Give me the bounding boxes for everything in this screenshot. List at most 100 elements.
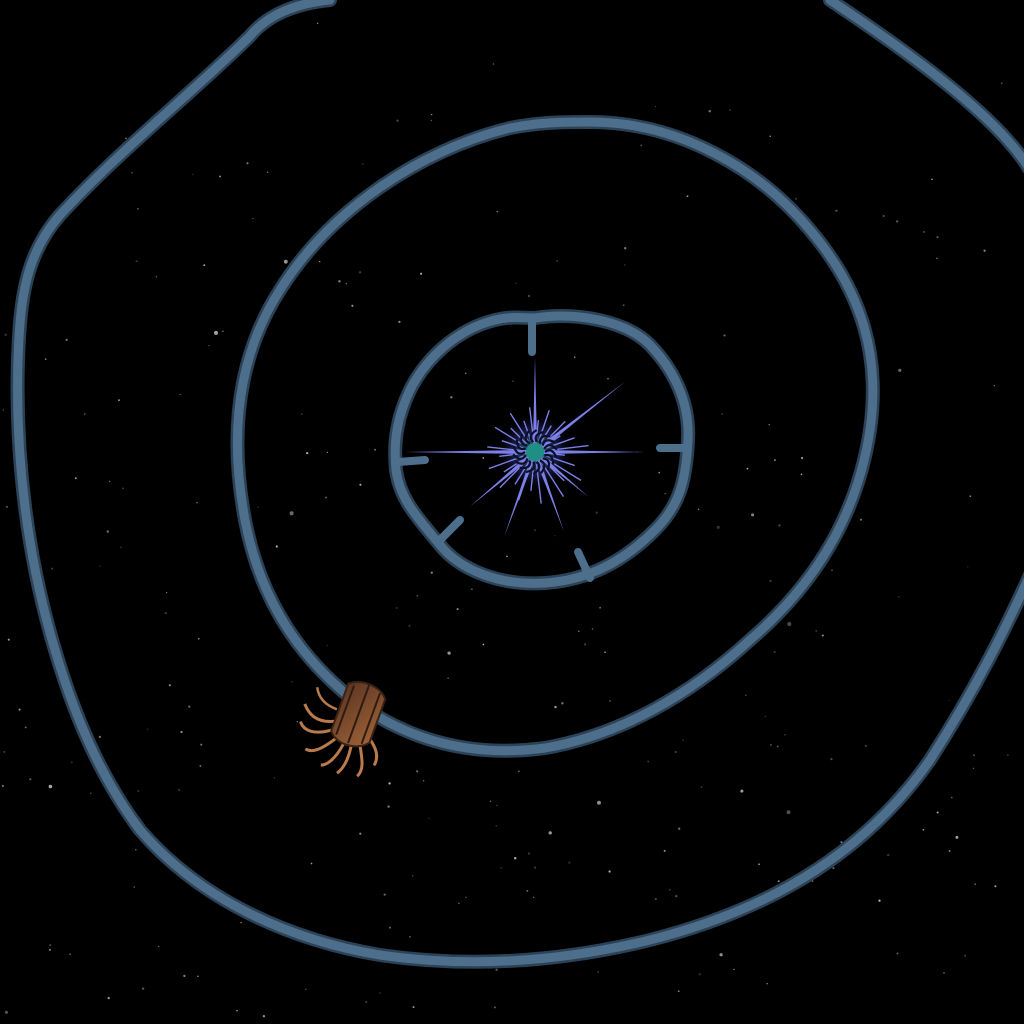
star	[700, 786, 703, 788]
star	[125, 137, 127, 140]
star	[677, 990, 680, 993]
star	[746, 467, 749, 470]
star	[262, 1015, 266, 1018]
star	[345, 283, 347, 285]
creature-body-stripe	[347, 684, 371, 744]
star	[416, 594, 419, 597]
star	[983, 249, 986, 252]
star	[607, 377, 609, 380]
star	[654, 105, 657, 108]
star	[252, 217, 254, 220]
core-spike	[538, 463, 550, 490]
star-core[interactable]	[405, 357, 645, 537]
star	[464, 372, 467, 375]
star	[141, 987, 145, 990]
star	[936, 811, 939, 814]
star	[493, 1006, 496, 1009]
star	[99, 565, 101, 567]
star	[362, 163, 364, 165]
star	[74, 477, 77, 480]
star	[18, 708, 21, 711]
core-tendril	[519, 433, 528, 447]
star	[358, 271, 362, 274]
star	[936, 257, 938, 260]
star	[733, 968, 735, 971]
star	[266, 171, 269, 173]
star	[359, 483, 362, 486]
star	[51, 567, 54, 570]
star	[374, 448, 377, 451]
star	[561, 702, 564, 705]
star	[108, 480, 111, 483]
star	[192, 173, 194, 176]
star	[221, 330, 224, 333]
core-spike	[499, 460, 528, 489]
star	[766, 982, 768, 985]
star	[119, 546, 122, 549]
core-ray	[535, 449, 645, 455]
core-tendril	[532, 461, 541, 475]
star	[896, 952, 899, 955]
star	[296, 720, 298, 723]
star	[745, 694, 747, 696]
star	[44, 358, 47, 360]
star	[769, 579, 772, 583]
star	[219, 175, 222, 178]
star	[554, 534, 556, 537]
star	[674, 751, 677, 753]
star	[118, 399, 120, 402]
player-creature[interactable]	[286, 666, 400, 784]
core-tendril	[534, 430, 545, 443]
star	[179, 393, 181, 396]
star	[48, 948, 52, 952]
core-spike	[540, 425, 552, 443]
star	[716, 525, 720, 529]
star	[289, 511, 294, 516]
star	[609, 700, 611, 702]
outer-orbit-ring[interactable]	[10, 0, 1024, 969]
core-tendril	[544, 449, 558, 458]
star	[548, 831, 552, 835]
star	[83, 413, 86, 415]
star	[948, 699, 950, 702]
star	[489, 800, 492, 802]
star	[471, 588, 473, 590]
star	[898, 368, 902, 372]
star	[770, 744, 772, 746]
star	[698, 973, 701, 976]
middle-orbit-ring[interactable]	[230, 115, 880, 758]
core-tendril	[539, 459, 546, 474]
star	[383, 893, 386, 896]
star	[578, 630, 580, 633]
core-spike	[503, 457, 526, 473]
star	[183, 974, 186, 978]
star	[379, 992, 382, 994]
star	[326, 644, 329, 647]
star	[506, 555, 508, 558]
star	[568, 861, 571, 864]
star	[338, 280, 341, 283]
star	[257, 506, 259, 508]
star	[936, 235, 939, 239]
star	[830, 757, 833, 761]
star	[882, 215, 885, 217]
star	[482, 457, 485, 459]
star	[974, 883, 977, 886]
star	[146, 728, 149, 731]
star	[214, 330, 218, 335]
star	[359, 832, 362, 835]
creature-tentacle	[316, 687, 338, 711]
star	[70, 761, 73, 764]
star	[608, 870, 611, 873]
star	[922, 829, 925, 831]
star	[556, 260, 558, 262]
star	[859, 518, 863, 521]
star	[835, 209, 838, 212]
star	[49, 944, 52, 947]
star	[408, 624, 411, 627]
inner-orbit-ring[interactable]	[388, 309, 696, 591]
star	[430, 113, 433, 116]
star	[203, 264, 206, 267]
